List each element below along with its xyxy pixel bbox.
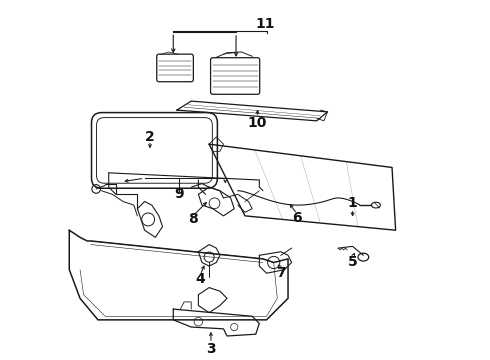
Text: 11: 11 (255, 17, 274, 31)
Text: 1: 1 (348, 196, 358, 210)
Text: 4: 4 (196, 271, 205, 285)
Text: 5: 5 (348, 256, 358, 270)
Text: 10: 10 (248, 116, 267, 130)
Text: 6: 6 (292, 211, 302, 225)
Text: 3: 3 (206, 342, 216, 356)
Text: 8: 8 (188, 212, 198, 226)
Text: 7: 7 (276, 266, 286, 280)
Text: 2: 2 (145, 130, 155, 144)
Text: 9: 9 (174, 187, 183, 201)
